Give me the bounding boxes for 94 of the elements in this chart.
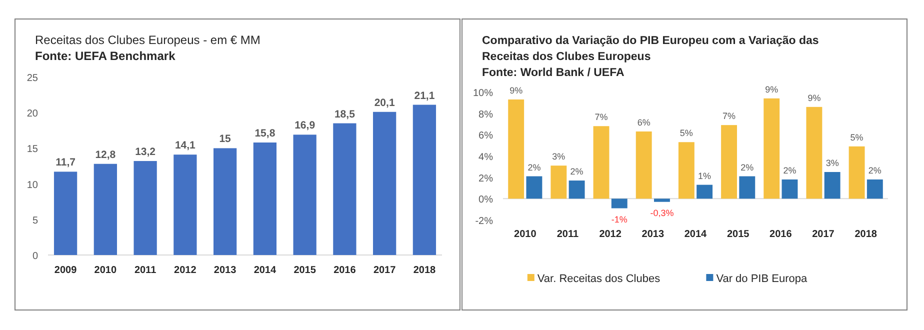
y-tick-label: 8% <box>478 109 494 120</box>
y-tick-label: 4% <box>478 152 494 163</box>
y-tick-label: 10 <box>26 180 38 191</box>
y-tick-label: 10% <box>472 88 494 99</box>
y-tick-label: 20 <box>26 108 38 120</box>
y-tick-label: 2% <box>478 173 494 184</box>
data-label: 3% <box>552 152 566 162</box>
data-label: 16,9 <box>294 120 316 132</box>
data-label: 2% <box>528 162 541 172</box>
bar <box>611 198 628 208</box>
data-label: -1% <box>611 214 628 224</box>
data-label: 3% <box>826 158 839 168</box>
bar <box>696 184 713 199</box>
bar <box>568 180 585 199</box>
bar <box>654 198 670 202</box>
x-tick-label: 2013 <box>214 265 237 276</box>
x-tick-label: 2010 <box>94 265 117 276</box>
data-label: 9% <box>808 92 821 103</box>
x-tick-label: 2012 <box>599 229 622 240</box>
chart-title: Receitas dos Clubes Europeus - em € MM <box>35 33 260 47</box>
x-tick-label: 2016 <box>770 229 792 240</box>
data-label: 12,8 <box>95 148 116 161</box>
x-tick-label: 2011 <box>556 229 580 240</box>
bar <box>866 179 883 199</box>
bar <box>593 126 610 199</box>
y-tick-label: 0% <box>478 194 494 206</box>
bar <box>293 134 316 255</box>
bar <box>739 176 756 199</box>
bar <box>550 166 567 199</box>
bar <box>94 164 117 255</box>
x-tick-label: 2010 <box>514 229 537 240</box>
data-label: 9% <box>765 84 778 94</box>
x-tick-label: 2015 <box>294 265 316 276</box>
data-label: 2% <box>783 165 796 176</box>
x-tick-label: 2014 <box>684 229 708 240</box>
data-label: 14,1 <box>174 140 196 152</box>
data-label: 5% <box>680 128 693 138</box>
chart-subtitle: Fonte: UEFA Benchmark <box>35 49 176 63</box>
bar <box>253 142 277 255</box>
legend-label: Var. Receitas dos Clubes <box>537 273 661 285</box>
chart-subtitle: Fonte: World Bank / UEFA <box>482 67 624 79</box>
x-tick-label: 2017 <box>812 229 835 240</box>
x-tick-label: 2016 <box>334 265 356 276</box>
data-label: 5% <box>850 132 864 142</box>
x-tick-label: 2012 <box>174 265 197 276</box>
bar <box>782 179 798 199</box>
bar <box>678 142 694 199</box>
x-tick-label: 2018 <box>413 265 436 276</box>
x-tick-label: 2009 <box>54 265 78 276</box>
bar <box>213 148 237 255</box>
bar <box>806 106 822 199</box>
legend-label: Var do PIB Europa <box>716 273 808 285</box>
x-tick-label: 2015 <box>726 229 750 240</box>
data-label: 6% <box>637 117 650 128</box>
bar <box>134 161 157 255</box>
chart-title: Comparativo da Variação do PIB Europeu com a Variação das Receitas dos Clubes Europeus <box>482 35 819 63</box>
bar <box>636 131 652 199</box>
x-tick-label: 2014 <box>254 265 276 276</box>
bar <box>174 154 197 255</box>
data-label: 15 <box>219 133 232 146</box>
y-tick-label: 0 <box>32 251 38 262</box>
data-label: 18,5 <box>334 108 356 120</box>
data-label: 2% <box>740 162 754 172</box>
data-label: -0,3% <box>650 208 674 218</box>
data-label: 7% <box>722 111 736 122</box>
bar <box>508 99 524 199</box>
y-tick-label: 15 <box>26 144 38 156</box>
bar <box>824 172 840 199</box>
data-label: 21,1 <box>414 90 435 102</box>
bar <box>721 125 737 199</box>
y-tick-label: 25 <box>26 73 38 84</box>
x-tick-label: 2011 <box>134 265 157 276</box>
x-tick-label: 2017 <box>373 265 396 276</box>
bar <box>764 98 780 199</box>
y-tick-label: 5 <box>32 215 38 226</box>
data-label: 20,1 <box>374 96 395 109</box>
data-label: 2% <box>570 166 584 177</box>
data-label: 13,2 <box>135 146 156 158</box>
bar <box>412 104 436 255</box>
data-label: 1% <box>698 170 712 181</box>
y-tick-label: -2% <box>475 216 494 227</box>
y-tick-label: 6% <box>478 130 494 142</box>
bar <box>848 146 865 199</box>
bar <box>54 172 78 255</box>
data-label: 15,8 <box>254 128 276 140</box>
data-label: 9% <box>510 85 523 96</box>
x-tick-label: 2018 <box>854 229 878 240</box>
bar <box>373 112 396 255</box>
x-tick-label: 2013 <box>642 229 664 240</box>
data-label: 2% <box>868 165 882 176</box>
data-label: 7% <box>594 112 608 122</box>
bar <box>526 176 542 199</box>
bar <box>333 123 356 255</box>
data-label: 11,7 <box>56 156 76 169</box>
